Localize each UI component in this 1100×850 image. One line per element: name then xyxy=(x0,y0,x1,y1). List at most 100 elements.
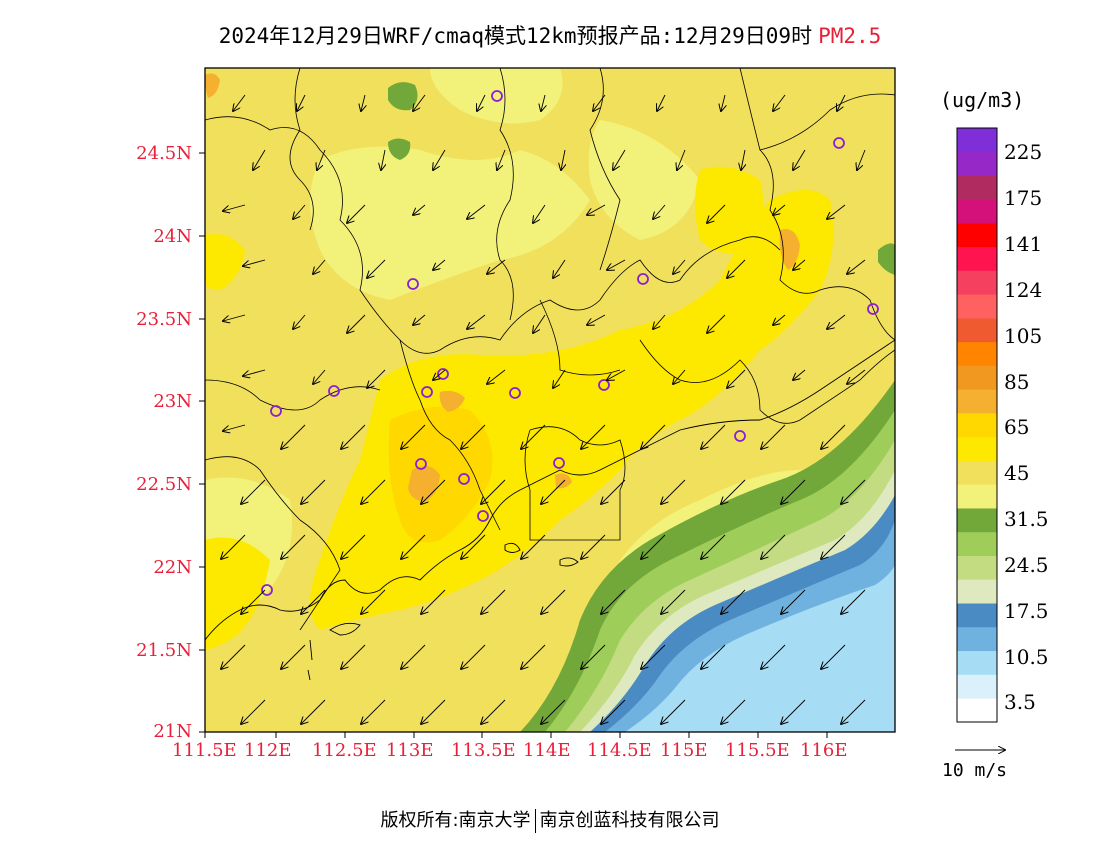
colorbar-label: 10.5 xyxy=(1004,645,1049,669)
wind-arrow xyxy=(707,204,726,223)
x-tick-label: 112E xyxy=(244,740,292,761)
wind-arrow xyxy=(701,424,726,449)
colorbar-swatch xyxy=(957,531,997,556)
colorbar-label: 3.5 xyxy=(1004,690,1036,714)
wind-arrow xyxy=(223,204,246,211)
wind-arrow xyxy=(367,259,386,278)
colorbar-swatch xyxy=(957,365,997,390)
wind-arrow xyxy=(773,314,786,325)
wind-arrow xyxy=(241,699,266,724)
axis-ticks xyxy=(199,152,828,738)
wind-arrow xyxy=(701,534,726,559)
wind-arrow xyxy=(841,479,866,504)
gold-region xyxy=(388,406,493,543)
colorbar xyxy=(956,127,998,723)
wind-arrow xyxy=(421,699,446,724)
wind-arrow xyxy=(581,644,606,669)
wind-arrow xyxy=(781,589,806,614)
wind-arrow xyxy=(607,259,626,270)
x-tick-label: 111.5E xyxy=(172,740,237,761)
footer-divider xyxy=(534,809,536,833)
wind-arrow xyxy=(413,204,426,215)
wind-arrow xyxy=(293,204,306,219)
colorbar-swatch xyxy=(957,579,997,604)
wind-arrow xyxy=(401,424,426,449)
wind-arrow xyxy=(533,204,546,223)
wind-arrow xyxy=(221,644,246,669)
station-marker xyxy=(415,458,427,470)
y-tick-label: 21N xyxy=(153,721,192,742)
colorbar-swatch xyxy=(957,128,997,153)
wind-arrow xyxy=(481,479,506,504)
wind-arrow xyxy=(761,644,786,669)
wind-arrow xyxy=(601,479,626,504)
wind-arrow xyxy=(241,479,266,504)
wind-arrow xyxy=(727,369,746,388)
bright-yellow-region xyxy=(205,234,245,290)
colorbar-swatch xyxy=(957,626,997,652)
wind-arrow xyxy=(553,259,566,278)
wind-arrow xyxy=(433,259,446,270)
wind-arrow xyxy=(301,479,326,504)
wind-arrow xyxy=(313,259,326,274)
x-tick-label: 112.5E xyxy=(312,740,377,761)
wind-arrow xyxy=(673,369,686,384)
wind-arrow xyxy=(613,149,626,170)
wind-arrow xyxy=(827,204,846,219)
wind-arrow xyxy=(841,699,866,724)
wind-arrow xyxy=(421,479,446,504)
wind-arrow xyxy=(841,589,866,614)
wind-arrow xyxy=(281,534,306,559)
station-marker xyxy=(637,273,649,285)
wind-arrow xyxy=(243,259,266,266)
wind-vectors xyxy=(221,94,866,724)
orange-hotspot xyxy=(779,229,800,270)
wind-arrow xyxy=(721,479,746,504)
wind-arrow xyxy=(421,589,446,614)
title-main: 2024年12月29日WRF/cmaq模式12km预报产品:12月29日09时 xyxy=(218,24,813,48)
station-marker xyxy=(477,510,489,522)
wind-arrow xyxy=(781,479,806,504)
wind-arrow xyxy=(601,589,626,614)
wind-arrow xyxy=(593,94,606,111)
colorbar-label: 31.5 xyxy=(1004,507,1049,531)
wind-arrow xyxy=(413,94,426,111)
wind-arrow xyxy=(847,259,866,274)
wind-arrow xyxy=(301,589,326,614)
wind-arrow xyxy=(587,314,606,325)
colorbar-swatch xyxy=(957,508,997,533)
wind-arrow xyxy=(221,534,246,559)
light-yellow-region xyxy=(588,120,700,240)
colorbar-swatch xyxy=(957,294,997,319)
wind-arrow xyxy=(581,534,606,559)
y-tick-label: 24N xyxy=(153,226,192,247)
wind-arrow xyxy=(541,589,566,614)
wind-arrow xyxy=(641,534,666,559)
wind-arrow xyxy=(413,314,426,325)
wind-arrow xyxy=(487,259,506,274)
wind-arrow xyxy=(581,424,606,449)
colorbar-swatch xyxy=(957,484,997,509)
wind-arrow xyxy=(587,204,606,215)
wind-arrow xyxy=(773,94,786,111)
wind-arrow xyxy=(781,699,806,724)
wind-arrow xyxy=(487,369,506,384)
bright-yellow-region xyxy=(695,166,764,254)
x-tick-label: 116E xyxy=(800,740,848,761)
wind-arrow xyxy=(433,369,446,380)
wind-arrow xyxy=(367,369,386,388)
wind-arrow xyxy=(677,149,686,170)
coastline xyxy=(205,339,895,681)
wind-arrow xyxy=(721,699,746,724)
colorbar-unit: (ug/m3) xyxy=(940,88,1025,112)
map-title: 2024年12月29日WRF/cmaq模式12km预报产品:12月29日09时 P… xyxy=(0,20,1100,50)
y-tick-label: 22.5N xyxy=(136,474,192,495)
station-marker xyxy=(867,303,879,315)
orange-hotspot xyxy=(205,73,220,98)
wind-arrow xyxy=(827,314,846,329)
wind-arrow xyxy=(793,149,806,170)
colorbar-swatch xyxy=(957,318,997,343)
station-marker xyxy=(833,137,845,149)
wind-arrow xyxy=(317,149,326,170)
x-tick-label: 114.5E xyxy=(587,740,652,761)
